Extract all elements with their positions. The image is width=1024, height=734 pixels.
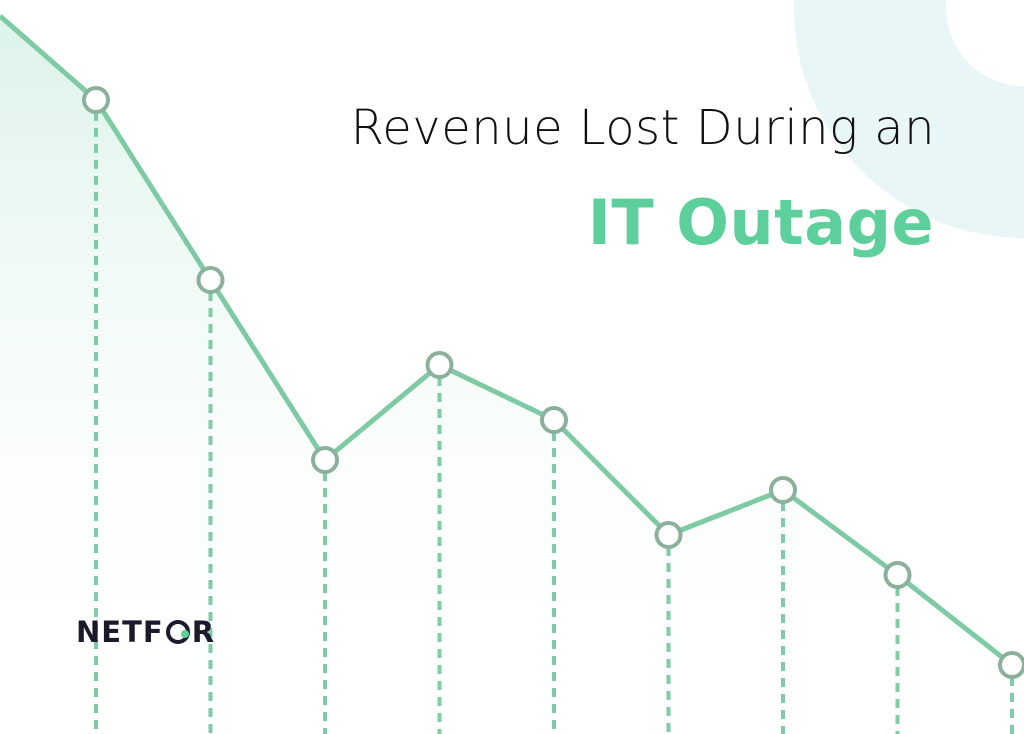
data-point-8 bbox=[883, 561, 912, 589]
logo-text-start: NETF bbox=[76, 615, 164, 649]
series-line bbox=[0, 14, 1014, 667]
chart-title-line-2: IT Outage bbox=[587, 186, 934, 259]
data-point-6 bbox=[654, 521, 683, 549]
netfor-logo: NETF R bbox=[76, 612, 215, 652]
data-point-9 bbox=[998, 651, 1024, 679]
logo-text-end: R bbox=[191, 615, 216, 649]
chart-title-line-1: Revenue Lost During an bbox=[350, 100, 935, 156]
logo-o-mark bbox=[165, 620, 190, 644]
data-point-3 bbox=[311, 446, 339, 474]
data-point-7 bbox=[769, 476, 797, 504]
series-area-fill bbox=[0, 16, 1024, 734]
data-point-5 bbox=[540, 406, 568, 434]
decorative-circle-inner bbox=[946, 0, 1024, 86]
data-point-2 bbox=[196, 266, 225, 294]
data-point-4 bbox=[425, 351, 454, 379]
data-point-1 bbox=[82, 86, 110, 114]
